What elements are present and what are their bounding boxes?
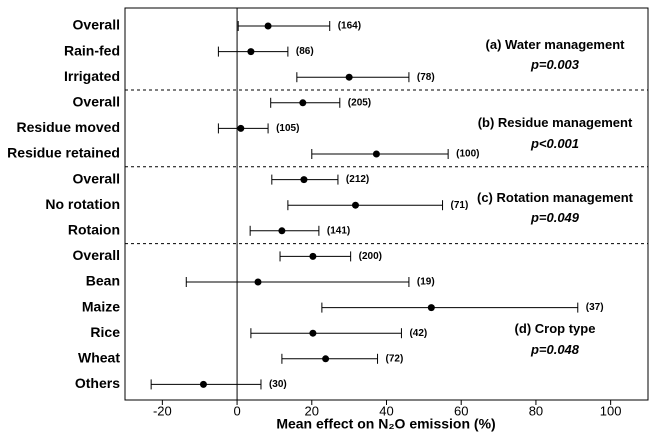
- sample-size: (200): [359, 251, 382, 262]
- row-label: No rotation: [45, 196, 120, 212]
- sample-size: (71): [451, 200, 469, 211]
- sample-size: (105): [276, 123, 299, 134]
- row-label: Overall: [73, 17, 120, 33]
- mean-point: [237, 124, 245, 132]
- mean-point: [247, 48, 255, 56]
- mean-point: [299, 99, 307, 107]
- sample-size: (212): [346, 174, 369, 185]
- group-title: (d) Crop type: [515, 321, 596, 336]
- sample-size: (100): [456, 149, 479, 160]
- row-label: Rice: [90, 324, 120, 340]
- row-label: Residue moved: [17, 119, 120, 135]
- mean-point: [264, 22, 272, 30]
- x-axis-label: Mean effect on N₂O emission (%): [276, 416, 495, 432]
- group-p-value: p=0.049: [530, 210, 580, 225]
- mean-point: [278, 227, 286, 235]
- row-label: Rotaion: [68, 222, 120, 238]
- group-p-value: p<0.001: [530, 136, 579, 151]
- group-p-value: p=0.048: [530, 342, 580, 357]
- x-tick-label: 40: [379, 403, 393, 418]
- mean-point: [300, 176, 308, 184]
- mean-point: [309, 329, 317, 337]
- row-label: Wheat: [78, 350, 120, 366]
- mean-point: [309, 252, 317, 260]
- group-title: (a) Water management: [486, 37, 626, 52]
- mean-point: [427, 304, 435, 312]
- sample-size: (19): [417, 277, 435, 288]
- mean-point: [372, 150, 380, 158]
- x-tick-label: 80: [529, 403, 543, 418]
- row-label: Others: [75, 375, 120, 391]
- row-label: Maize: [82, 298, 120, 314]
- sample-size: (205): [348, 97, 371, 108]
- mean-point: [254, 278, 262, 286]
- x-tick-label: 100: [600, 403, 622, 418]
- row-label: Residue retained: [7, 145, 120, 161]
- sample-size: (164): [338, 21, 361, 32]
- sample-size: (37): [586, 302, 604, 313]
- mean-point: [351, 201, 359, 209]
- sample-size: (42): [409, 328, 427, 339]
- sample-size: (72): [386, 353, 404, 364]
- group-title: (c) Rotation management: [477, 190, 634, 205]
- x-tick-label: -20: [153, 403, 172, 418]
- sample-size: (86): [296, 46, 314, 57]
- row-label: Rain-fed: [64, 42, 120, 58]
- row-label: Overall: [73, 94, 120, 110]
- row-label: Overall: [73, 247, 120, 263]
- x-tick-label: 20: [305, 403, 319, 418]
- sample-size: (30): [269, 379, 287, 390]
- group-title: (b) Residue management: [478, 115, 633, 130]
- x-tick-label: 60: [454, 403, 468, 418]
- mean-point: [322, 355, 330, 363]
- row-label: Irrigated: [64, 68, 120, 84]
- mean-point: [345, 73, 353, 81]
- row-label: Bean: [86, 273, 120, 289]
- sample-size: (78): [417, 72, 435, 83]
- mean-point: [199, 380, 207, 388]
- sample-size: (141): [327, 225, 350, 236]
- row-label: Overall: [73, 170, 120, 186]
- group-p-value: p=0.003: [530, 57, 580, 72]
- x-tick-label: 0: [233, 403, 240, 418]
